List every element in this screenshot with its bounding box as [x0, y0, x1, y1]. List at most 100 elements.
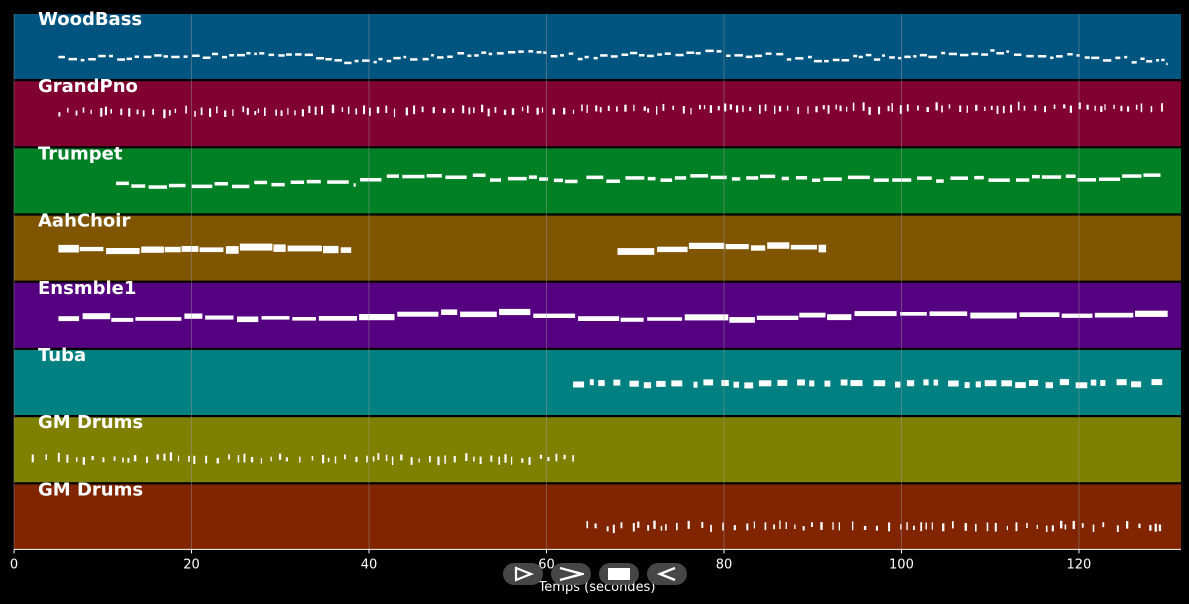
note — [726, 54, 731, 57]
rewind-button[interactable] — [647, 563, 687, 585]
note — [964, 523, 967, 531]
track-label: GrandPno — [38, 76, 138, 97]
note — [429, 456, 431, 463]
note — [986, 522, 989, 532]
note — [913, 55, 917, 58]
note — [630, 51, 638, 55]
note — [133, 455, 137, 462]
note — [660, 525, 663, 531]
note — [237, 455, 240, 463]
note — [753, 521, 755, 529]
note — [188, 455, 190, 462]
note — [163, 109, 166, 119]
note — [229, 54, 235, 57]
note — [1135, 104, 1138, 110]
stop-button[interactable] — [599, 563, 639, 585]
note — [462, 105, 465, 114]
note — [344, 61, 352, 65]
note — [1041, 175, 1062, 179]
x-tick-label: 120 — [1067, 557, 1092, 572]
note — [832, 58, 840, 62]
note — [553, 178, 563, 183]
note — [839, 105, 842, 112]
note — [778, 106, 782, 112]
note — [818, 244, 827, 253]
note — [410, 457, 413, 465]
track-label: Trumpet — [38, 143, 123, 164]
track-notes — [58, 49, 1168, 66]
note — [906, 522, 908, 531]
note — [98, 54, 106, 58]
note — [971, 52, 979, 56]
fast-forward-button[interactable] — [551, 563, 591, 585]
note — [264, 107, 266, 116]
note — [913, 525, 915, 530]
note — [202, 56, 211, 59]
note — [786, 58, 792, 61]
note — [589, 379, 594, 386]
note — [468, 107, 471, 115]
note — [453, 455, 456, 463]
note — [120, 108, 123, 116]
note — [1122, 174, 1142, 178]
note — [593, 56, 598, 60]
note — [152, 108, 154, 115]
note — [758, 380, 772, 387]
note — [494, 107, 497, 113]
note — [113, 456, 116, 461]
note — [676, 522, 678, 531]
note — [134, 55, 139, 58]
note — [511, 108, 515, 115]
x-tick-label: 0 — [10, 557, 18, 572]
note — [110, 109, 112, 114]
note — [742, 105, 744, 113]
note — [141, 246, 164, 253]
track-strip — [14, 484, 1181, 550]
track-notes — [586, 520, 1162, 534]
note — [633, 104, 635, 112]
note — [271, 182, 285, 187]
note — [432, 107, 435, 114]
note — [657, 246, 688, 253]
note — [422, 57, 429, 61]
note — [563, 454, 566, 460]
note — [693, 381, 698, 388]
note — [402, 174, 425, 179]
note — [447, 55, 453, 58]
note — [185, 105, 187, 114]
note — [936, 179, 944, 183]
note — [533, 313, 576, 318]
note — [900, 312, 927, 316]
note — [617, 248, 655, 255]
note — [391, 456, 394, 466]
note — [232, 109, 234, 117]
note — [225, 246, 239, 254]
note — [66, 454, 69, 463]
note — [920, 522, 923, 532]
note — [812, 178, 821, 182]
note — [243, 453, 246, 463]
note — [400, 454, 403, 461]
note — [643, 106, 646, 111]
note — [928, 55, 937, 59]
note — [624, 104, 627, 112]
note — [865, 53, 872, 57]
note — [126, 57, 132, 61]
note — [878, 106, 881, 115]
note — [657, 53, 662, 56]
note — [1077, 178, 1096, 182]
note — [68, 57, 77, 61]
note — [1032, 174, 1040, 179]
note — [246, 52, 251, 55]
note — [794, 524, 796, 529]
note — [228, 454, 230, 460]
track-4: AahChoir — [14, 211, 1181, 281]
x-tick-label: 40 — [361, 557, 378, 572]
note — [306, 179, 321, 184]
note — [981, 53, 988, 56]
note — [111, 317, 134, 322]
note — [637, 521, 640, 528]
note — [1037, 55, 1047, 58]
play-button[interactable] — [503, 563, 543, 585]
